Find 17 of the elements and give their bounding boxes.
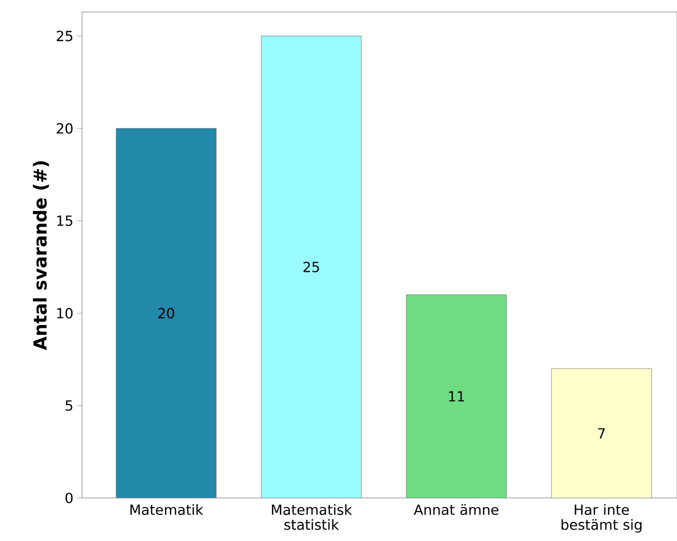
data-label: 11 (449, 391, 464, 402)
data-label: 7 (598, 428, 605, 438)
x-tick-label: Annat ämne (414, 504, 498, 515)
bar (551, 368, 652, 498)
data-label: 20 (158, 308, 174, 318)
y-tick-label: 5 (66, 400, 72, 411)
y-axis-title: Antal svarande (#) (32, 161, 49, 350)
y-tick-label: 25 (56, 30, 72, 42)
data-label: 25 (303, 262, 319, 272)
y-tick-label: 15 (57, 216, 72, 226)
x-tick-label: Matematisk statistik (272, 504, 352, 530)
x-tick-label: Matematik (130, 504, 204, 515)
x-tick-label: Har inte bestämt sig (562, 504, 642, 533)
y-tick-label: 0 (66, 492, 73, 504)
y-tick-label: 10 (57, 308, 73, 318)
y-tick-label: 20 (56, 123, 73, 134)
bar (406, 294, 507, 498)
